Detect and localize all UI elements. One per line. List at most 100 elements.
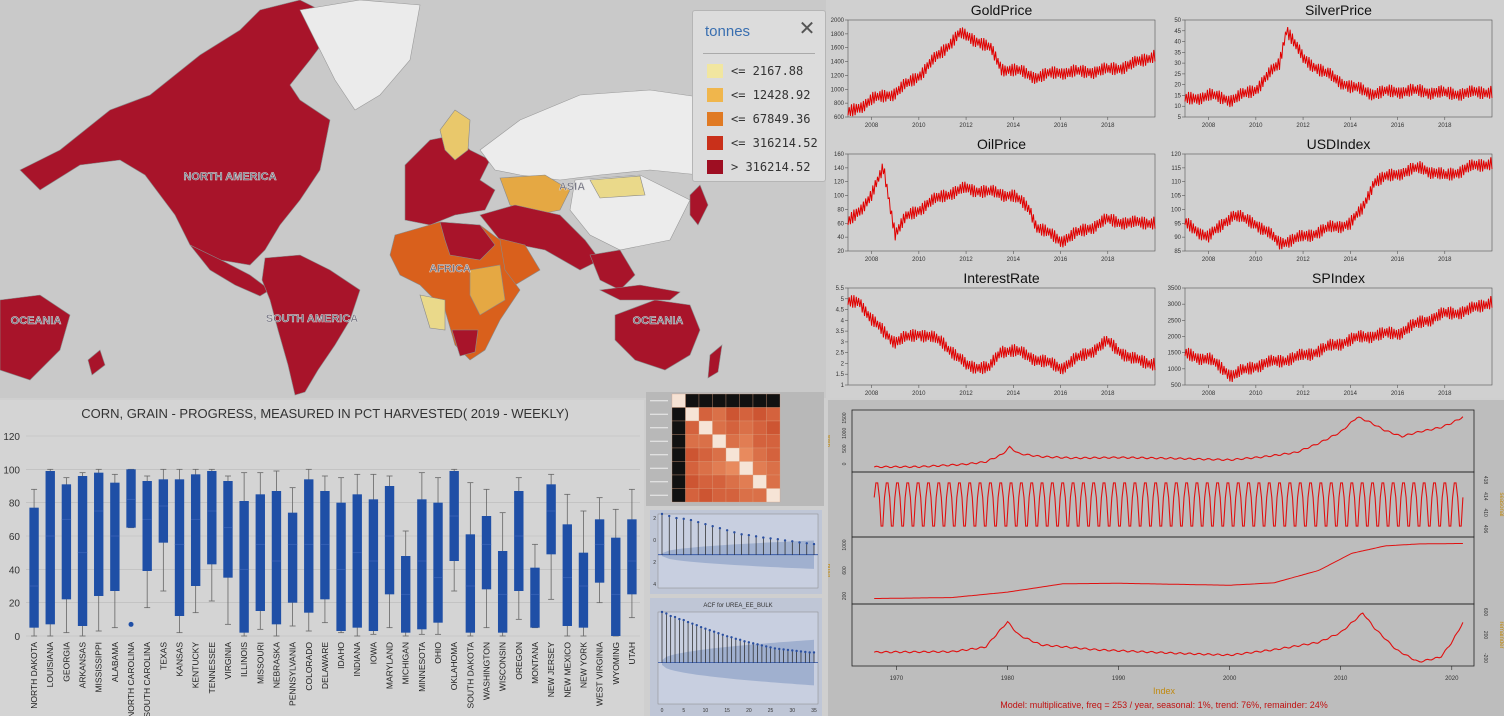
acf-panel-bottom: ACF for UREA_EE_BULK 0 5 10 15 20 25 30 35: [650, 598, 822, 716]
acf-point: [718, 527, 722, 530]
y-tick-label: 20: [1174, 83, 1181, 89]
x-tick-label: 35: [811, 708, 817, 714]
australia-region[interactable]: [614, 299, 701, 371]
island-region[interactable]: [87, 349, 106, 376]
acf-point: [776, 538, 780, 541]
x-tick-label: 2008: [1202, 257, 1216, 263]
world-map[interactable]: NORTH AMERICA SOUTH AMERICA AFRICA ASIA …: [0, 0, 826, 398]
category-label: NEW JERSEY: [546, 642, 556, 698]
heatmap-cell: [739, 488, 754, 503]
y-tick-label: 5: [841, 297, 845, 303]
y-tick-label: 600: [834, 115, 845, 121]
x-tick-label: 2018: [1101, 257, 1115, 263]
box: [336, 502, 346, 631]
map-legend: tonnes ✕ <= 2167.88 <= 12428.92 <= 67849…: [692, 10, 826, 182]
acf-point: [798, 541, 801, 544]
y-tick-label: 25: [1174, 72, 1181, 78]
south-east-asia-region[interactable]: [589, 249, 636, 291]
heatmap-cell: [671, 488, 686, 503]
north-africa-region[interactable]: [439, 221, 496, 261]
category-label: NORTH DAKOTA: [29, 642, 39, 709]
panel-label: data: [828, 435, 832, 447]
heatmap-cell: [712, 488, 727, 503]
y-tick-label: 2: [653, 516, 656, 522]
chart-title: InterestRate: [963, 270, 1039, 286]
box: [627, 519, 637, 595]
x-axis-label: Index: [1153, 686, 1176, 696]
series-line: [874, 543, 1463, 599]
heatmap-cell: [725, 434, 740, 449]
heatmap-cell: [752, 420, 767, 435]
greenland-region[interactable]: [299, 0, 421, 111]
acf-point: [686, 620, 690, 624]
series-line: [847, 295, 1156, 375]
heatmap-cell: [725, 447, 740, 462]
acf-point: [708, 629, 711, 632]
west-africa-region[interactable]: [419, 294, 446, 331]
x-tick-label: 2012: [1296, 257, 1310, 263]
acf-point: [773, 647, 777, 650]
heatmap-cell: [712, 407, 727, 422]
chart-title: SPIndex: [1312, 270, 1365, 286]
acf-point: [782, 648, 785, 651]
close-icon[interactable]: ✕: [798, 18, 816, 40]
panel-label: remainder: [1498, 621, 1504, 648]
panel-frame: [851, 603, 1475, 667]
indonesia-region[interactable]: [598, 284, 681, 301]
acf-point: [669, 614, 672, 618]
africa-region[interactable]: [389, 221, 521, 361]
heatmap-cell: [685, 420, 700, 435]
heatmap-cell: [766, 447, 781, 462]
x-tick-label: 2010: [1249, 257, 1263, 263]
category-label: MISSISSIPPI: [94, 642, 104, 693]
acf-point: [769, 537, 772, 540]
category-label: MISSOURI: [255, 642, 265, 684]
box: [481, 516, 492, 590]
acf-point: [678, 617, 681, 621]
category-label: SOUTH CAROLINA: [142, 642, 152, 716]
acf-point: [756, 643, 759, 646]
y-tick-label: 60: [837, 221, 844, 227]
x-tick-label: 2008: [865, 257, 879, 263]
y-tick-label: 800: [834, 101, 845, 107]
scandinavia-region[interactable]: [439, 109, 471, 161]
y-tick-label: 120: [834, 180, 845, 186]
timeseries-grid-chart: GoldPrice 600 800 1000 1200 1400 1600 1800 2000 2…: [831, 2, 1493, 397]
y-tick-label: 95: [1174, 221, 1181, 227]
x-tick-label: 2010: [1249, 123, 1263, 129]
oceania-west-region[interactable]: [0, 294, 71, 381]
north-america-region[interactable]: [19, 0, 341, 266]
heatmap-cell: [725, 420, 740, 435]
series-line: [847, 163, 1156, 248]
new-zealand-region[interactable]: [707, 344, 723, 379]
x-tick-label: 2010: [912, 123, 926, 129]
acf-point: [704, 627, 707, 630]
south-america-region[interactable]: [261, 254, 361, 396]
central-asia-region[interactable]: [499, 174, 571, 216]
box: [207, 471, 217, 565]
plot-frame: [1184, 19, 1493, 118]
heatmap-cell: [698, 447, 713, 462]
central-america-region[interactable]: [189, 244, 271, 297]
category-label: SOUTH DAKOTA: [465, 642, 475, 709]
legend-swatch: [707, 136, 723, 150]
heatmap-cell: [698, 488, 713, 503]
heatmap-cell: [766, 407, 781, 422]
box: [190, 474, 201, 586]
x-tick-label: 2016: [1054, 391, 1068, 397]
y-tick-label: 3.5: [836, 329, 845, 335]
southern-africa-region[interactable]: [451, 329, 479, 357]
x-tick-label: 25: [768, 708, 774, 714]
y-tick-label: 414: [1482, 492, 1488, 501]
japan-region[interactable]: [689, 184, 709, 226]
heatmap-cell: [698, 461, 713, 476]
heatmap-cell: [752, 434, 767, 449]
y-tick-label: 2500: [1168, 318, 1182, 324]
choropleth-map-panel[interactable]: NORTH AMERICA SOUTH AMERICA AFRICA ASIA …: [0, 0, 826, 398]
category-label: GEORGIA: [61, 642, 71, 682]
acf-point: [711, 525, 714, 528]
mongolia-region[interactable]: [589, 175, 646, 199]
east-africa-region[interactable]: [469, 264, 506, 316]
x-tick-label: 2012: [1296, 123, 1310, 129]
